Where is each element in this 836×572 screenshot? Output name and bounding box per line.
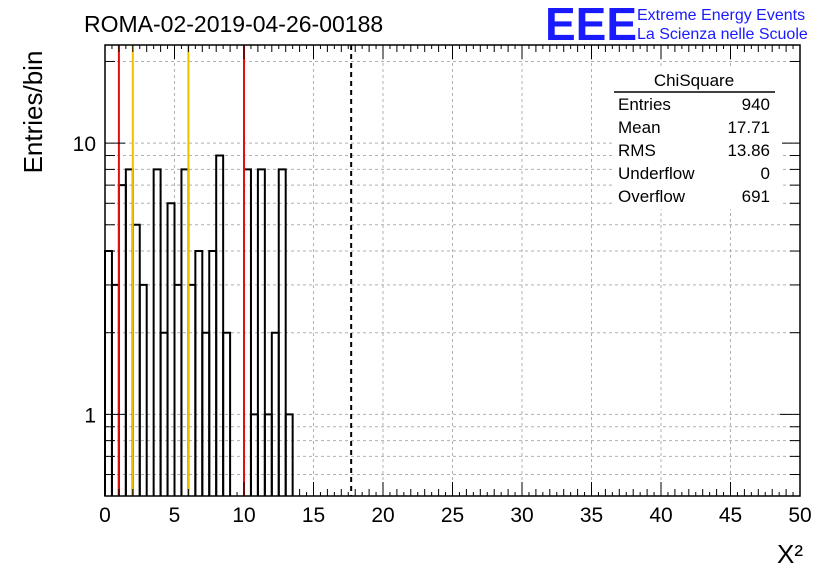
stats-value: 0 xyxy=(761,164,770,183)
histogram-bin xyxy=(117,184,127,496)
logo: EEE Extreme Energy Events La Scienza nel… xyxy=(545,0,808,50)
stats-label: Entries xyxy=(618,95,671,114)
logo-line-2: La Scienza nelle Scuole xyxy=(637,26,808,43)
y-tick-label: 1 xyxy=(84,404,96,427)
histogram-bin xyxy=(222,331,232,496)
histogram-bin xyxy=(256,168,266,496)
x-tick-label: 0 xyxy=(99,504,111,527)
stats-label: Mean xyxy=(618,118,661,137)
x-tick-label: 15 xyxy=(302,504,325,527)
x-tick-label: 45 xyxy=(719,504,742,527)
stats-box: ChiSquare Entries 940 Mean 17.71 RMS 13.86 Und… xyxy=(612,69,782,209)
histogram-bin xyxy=(173,283,183,496)
histogram-bin xyxy=(194,250,204,496)
histogram-bin xyxy=(166,202,176,496)
stats-title: ChiSquare xyxy=(654,71,734,90)
histogram-bin xyxy=(104,250,113,496)
y-tick-label: 10 xyxy=(73,133,96,156)
y-axis-label: Entries/bin xyxy=(18,51,48,174)
histogram-bin xyxy=(187,283,197,496)
logo-line-1: Extreme Energy Events xyxy=(637,7,805,24)
stats-value: 13.86 xyxy=(727,141,770,160)
x-tick-label: 35 xyxy=(580,504,603,527)
histogram-bin xyxy=(215,154,225,496)
histogram-bin xyxy=(131,223,141,496)
x-tick-label: 50 xyxy=(788,504,811,527)
stats-value: 17.71 xyxy=(727,118,770,137)
histogram-bin xyxy=(138,283,148,496)
stats-value: 940 xyxy=(742,95,770,114)
stats-label: Underflow xyxy=(618,164,695,183)
x-tick-label: 10 xyxy=(232,504,255,527)
stats-rows: Entries 940 Mean 17.71 RMS 13.86 Underflow 0 Ove… xyxy=(618,95,770,206)
stats-label: RMS xyxy=(618,141,656,160)
x-tick-label: 30 xyxy=(510,504,533,527)
axis-ticks: 0 5 10 15 20 25 30 35 40 45 50 1 10 xyxy=(73,45,812,527)
chart-title: ROMA-02-2019-04-26-00188 xyxy=(84,11,383,37)
logo-mark: EEE xyxy=(545,0,637,50)
threshold-lines xyxy=(117,45,353,496)
x-axis-label: X² xyxy=(777,539,803,569)
x-tick-label: 5 xyxy=(169,504,181,527)
histogram-bin xyxy=(277,168,287,496)
histogram-bin xyxy=(110,283,120,496)
stats-value: 691 xyxy=(742,187,770,206)
x-tick-label: 40 xyxy=(649,504,672,527)
histogram-bin xyxy=(284,413,294,496)
stats-label: Overflow xyxy=(618,187,686,206)
x-tick-label: 20 xyxy=(371,504,394,527)
x-tick-label: 25 xyxy=(441,504,464,527)
histogram-bin xyxy=(208,250,218,496)
